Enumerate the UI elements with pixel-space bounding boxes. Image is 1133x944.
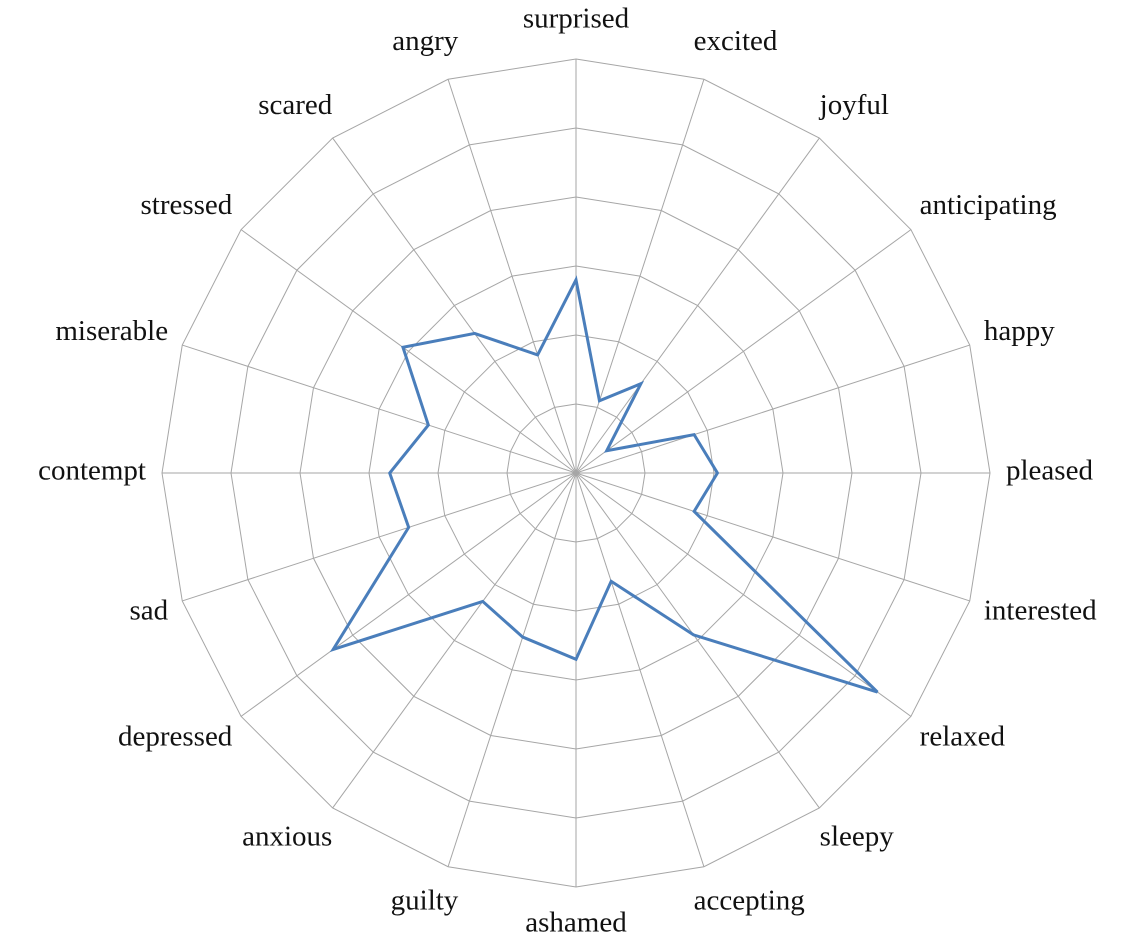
category-label: sad <box>129 594 168 626</box>
spoke <box>575 344 970 474</box>
spoke <box>575 472 912 717</box>
spoke <box>575 472 705 867</box>
category-label: depressed <box>118 720 233 752</box>
spoke <box>240 229 577 474</box>
spoke <box>575 472 970 602</box>
category-label: scared <box>258 89 333 121</box>
category-label: relaxed <box>920 720 1006 752</box>
spoke <box>447 79 577 474</box>
category-label: anticipating <box>920 189 1057 221</box>
spoke <box>182 472 577 602</box>
category-label: guilty <box>391 885 459 917</box>
category-label: joyful <box>819 89 889 121</box>
spoke <box>332 137 577 474</box>
category-label: stressed <box>140 189 232 221</box>
category-label: miserable <box>55 315 168 347</box>
category-label: ashamed <box>525 907 627 939</box>
spoke <box>240 472 577 717</box>
category-label: interested <box>984 594 1097 626</box>
category-label: angry <box>392 25 459 57</box>
category-label: excited <box>694 25 778 57</box>
spoke <box>182 344 577 474</box>
category-label: contempt <box>38 455 146 487</box>
spoke <box>575 472 820 809</box>
spoke <box>575 79 705 474</box>
spoke <box>575 229 912 474</box>
category-label: accepting <box>694 885 805 917</box>
category-label: happy <box>984 315 1055 347</box>
spoke <box>575 137 820 474</box>
category-label: surprised <box>523 3 630 35</box>
spoke <box>447 472 577 867</box>
category-label: pleased <box>1006 455 1093 487</box>
category-label: anxious <box>242 820 332 852</box>
series-line <box>329 275 879 694</box>
spoke <box>332 472 577 809</box>
category-label: sleepy <box>820 820 895 852</box>
